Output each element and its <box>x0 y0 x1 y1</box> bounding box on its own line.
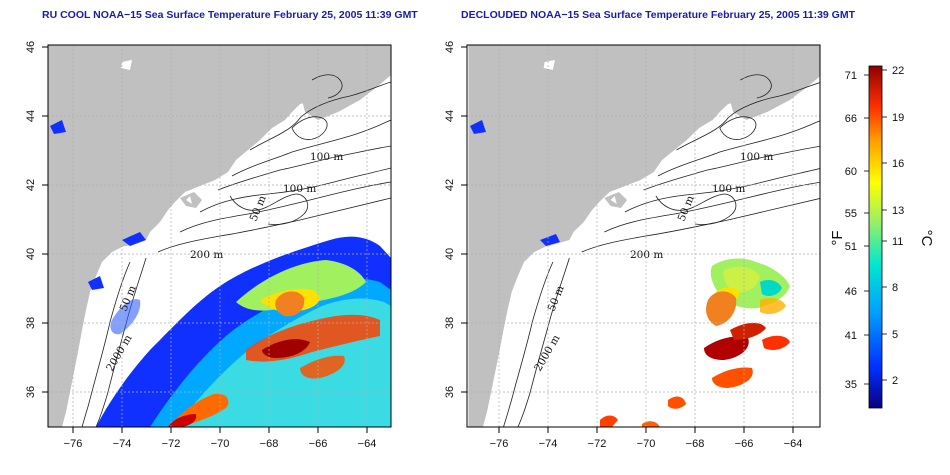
lon-tick-label: −70 <box>211 438 230 450</box>
c-tick-label: 8 <box>892 282 898 294</box>
c-tick-label: 2 <box>892 375 898 387</box>
lat-tick-label: 40 <box>444 248 456 260</box>
left-panel-title: RU COOL NOAA−15 Sea Surface Temperature … <box>42 9 418 21</box>
right-map-panel: 100 m 100 m 50 m 200 m 50 m 2000 m −76 −… <box>444 41 821 450</box>
lon-tick-label: −70 <box>637 438 656 450</box>
lat-tick-label: 46 <box>25 41 37 53</box>
lon-tick-label: −64 <box>784 438 803 450</box>
c-tick-label: 22 <box>892 65 904 77</box>
c-tick-label: 16 <box>892 158 904 170</box>
lat-tick-label: 38 <box>444 317 456 329</box>
lat-tick-label: 44 <box>25 110 37 122</box>
lat-tick-label: 44 <box>444 110 456 122</box>
lon-tick-label: −66 <box>735 438 754 450</box>
left-map-panel: 100 m 100 m 50 m 200 m 50 m 2000 m −76 −… <box>25 41 392 450</box>
lat-tick-label: 42 <box>444 179 456 191</box>
colorbar: 71 66 60 55 51 46 41 35 22 19 16 13 11 8… <box>829 65 935 409</box>
left-sst-swath <box>50 120 391 427</box>
lat-tick-label: 36 <box>444 386 456 398</box>
c-tick-label: 11 <box>892 236 903 248</box>
left-grid <box>48 45 391 427</box>
lon-tick-label: −72 <box>588 438 607 450</box>
lat-tick-label: 38 <box>25 317 37 329</box>
lon-tick-label: −68 <box>260 438 279 450</box>
lon-tick-label: −74 <box>113 438 132 450</box>
lon-tick-label: −64 <box>358 438 377 450</box>
contour-label-100m-b: 100 m <box>283 183 316 195</box>
lat-tick-label: 40 <box>25 248 37 260</box>
celsius-tick-labels: 22 19 16 13 11 8 5 2 <box>892 65 904 387</box>
celsius-unit-label: °C <box>918 230 935 247</box>
left-lon-tick-labels: −76 −74 −72 −70 −68 −66 −64 <box>64 438 377 450</box>
right-lon-tick-labels: −76 −74 −72 −70 −68 −66 −64 <box>490 438 803 450</box>
lon-tick-label: −72 <box>162 438 181 450</box>
contour-label-100m-a: 100 m <box>310 151 343 163</box>
contour-label-100m-b: 100 m <box>712 183 745 195</box>
fahrenheit-tick-labels: 71 66 60 55 51 46 41 35 <box>845 70 857 391</box>
f-tick-label: 55 <box>845 208 857 220</box>
f-tick-label: 51 <box>845 241 857 253</box>
fahrenheit-unit-label: °F <box>829 230 846 245</box>
c-tick-label: 19 <box>892 112 904 124</box>
right-panel-title: DECLOUDED NOAA−15 Sea Surface Temperatur… <box>461 9 856 21</box>
lat-tick-label: 42 <box>25 179 37 191</box>
left-lat-tick-labels: 36 38 40 42 44 46 <box>25 41 37 398</box>
lat-tick-label: 36 <box>25 386 37 398</box>
f-tick-label: 66 <box>845 113 857 125</box>
right-sst-patches <box>470 120 790 427</box>
right-lat-tick-labels: 36 38 40 42 44 46 <box>444 41 456 398</box>
lon-tick-label: −76 <box>64 438 83 450</box>
c-tick-label: 5 <box>892 329 898 341</box>
lon-tick-label: −68 <box>686 438 705 450</box>
c-tick-label: 13 <box>892 205 904 217</box>
lon-tick-label: −76 <box>490 438 509 450</box>
f-tick-label: 41 <box>845 330 857 342</box>
contour-label-200m: 200 m <box>190 249 223 261</box>
right-grid <box>467 45 820 427</box>
f-tick-label: 71 <box>845 70 857 82</box>
contour-label-100m-a: 100 m <box>740 151 773 163</box>
f-tick-label: 46 <box>845 286 857 298</box>
lat-tick-label: 46 <box>444 41 456 53</box>
contour-label-200m: 200 m <box>630 249 663 261</box>
lon-tick-label: −74 <box>539 438 558 450</box>
f-tick-label: 60 <box>845 166 857 178</box>
f-tick-label: 35 <box>845 379 857 391</box>
lon-tick-label: −66 <box>309 438 328 450</box>
colorbar-gradient <box>868 65 883 409</box>
